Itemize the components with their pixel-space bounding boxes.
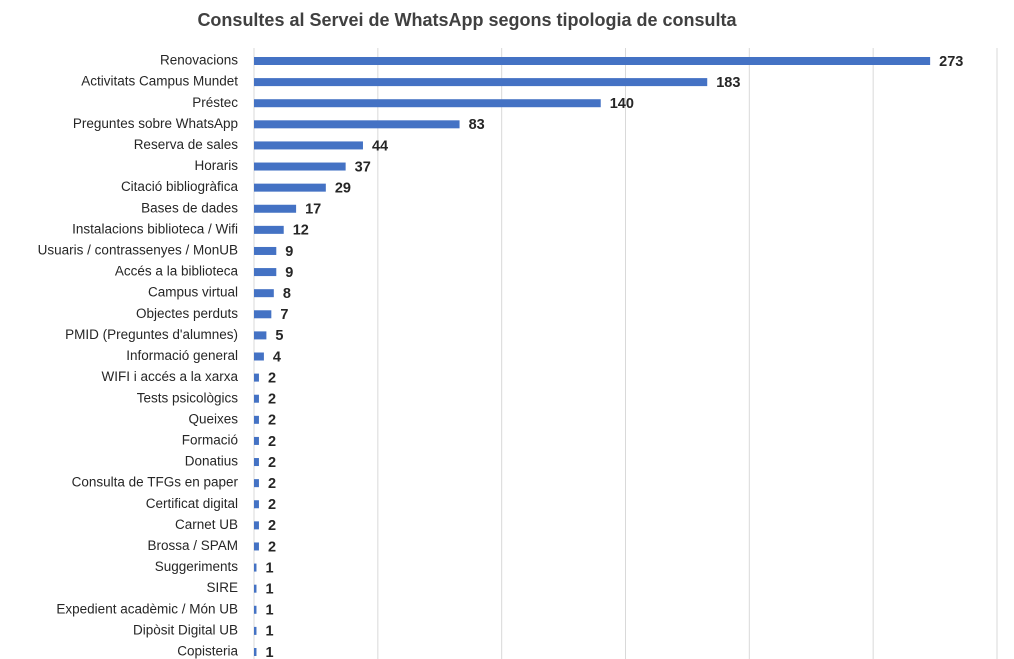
bar	[254, 183, 326, 192]
bar	[254, 78, 708, 87]
value-label: 44	[372, 138, 388, 154]
y-tick-label: Consulta de TFGs en paper	[72, 475, 239, 490]
bar	[254, 584, 257, 593]
y-tick-label: Donatius	[185, 454, 239, 469]
bar	[254, 246, 277, 255]
value-label: 1	[265, 624, 273, 640]
y-tick-label: Campus virtual	[148, 285, 238, 300]
bar	[254, 373, 259, 382]
y-tick-label: Usuaris / contrassenyes / MonUB	[38, 243, 238, 258]
y-tick-label: Suggeriments	[155, 559, 239, 574]
y-tick-label: Certificat digital	[146, 496, 238, 511]
y-tick-label: Objectes perduts	[136, 306, 238, 321]
bar	[254, 289, 274, 298]
y-tick-label: Bases de dades	[141, 200, 238, 215]
bar	[254, 521, 259, 530]
value-label: 2	[268, 539, 276, 555]
value-label: 37	[355, 159, 371, 175]
y-tick-label: Expedient acadèmic / Món UB	[56, 601, 238, 616]
value-label: 2	[268, 497, 276, 513]
y-tick-label: SIRE	[206, 580, 238, 595]
y-tick-label: Copisteria	[177, 644, 238, 659]
bar	[254, 626, 257, 635]
y-tick-label: PMID (Preguntes d'alumnes)	[65, 327, 238, 342]
chart-title: Consultes al Servei de WhatsApp segons t…	[197, 10, 737, 30]
y-tick-label: Citació bibliogràfica	[121, 179, 239, 194]
y-tick-label: Informació general	[126, 348, 238, 363]
value-label: 2	[268, 434, 276, 450]
y-tick-label: Tests psicològics	[137, 390, 239, 405]
bar	[254, 648, 257, 656]
y-tick-label: Dipòsit Digital UB	[133, 622, 238, 637]
bar	[254, 57, 931, 65]
value-label: 2	[268, 413, 276, 429]
value-label: 29	[335, 180, 351, 196]
y-tick-label: Queixes	[188, 411, 238, 426]
value-label: 8	[283, 286, 291, 302]
bar	[254, 204, 297, 213]
bar	[254, 394, 259, 403]
value-label: 2	[268, 392, 276, 408]
value-label: 273	[939, 54, 963, 70]
bar	[254, 436, 259, 445]
value-label: 2	[268, 476, 276, 492]
bar	[254, 605, 257, 614]
bar	[254, 415, 259, 424]
value-label: 4	[273, 349, 281, 365]
value-label: 2	[268, 370, 276, 386]
value-label: 183	[716, 75, 740, 91]
value-label: 2	[268, 455, 276, 471]
y-tick-label: Renovacions	[160, 53, 238, 68]
value-label: 17	[305, 202, 321, 218]
value-label: 1	[265, 645, 273, 659]
bar	[254, 458, 259, 467]
value-label: 1	[265, 582, 273, 598]
bar	[254, 500, 259, 509]
bar	[254, 352, 264, 361]
bar	[254, 331, 267, 340]
y-tick-label: Carnet UB	[175, 517, 238, 532]
bar	[254, 162, 346, 171]
y-tick-label: Activitats Campus Mundet	[81, 74, 238, 89]
y-tick-label: Préstec	[192, 95, 238, 110]
value-label: 12	[293, 223, 309, 239]
value-label: 2	[268, 518, 276, 534]
value-label: 5	[275, 328, 283, 344]
bar	[254, 310, 272, 319]
value-label: 1	[265, 560, 273, 576]
bar	[254, 479, 259, 488]
bar	[254, 99, 601, 108]
y-tick-label: Formació	[182, 432, 238, 447]
bar	[254, 120, 460, 129]
y-tick-label: Brossa / SPAM	[147, 538, 238, 553]
bar	[254, 225, 284, 234]
y-tick-label: Reserva de sales	[134, 137, 239, 152]
bar	[254, 563, 257, 572]
y-tick-label: Instalacions biblioteca / Wifi	[72, 221, 238, 236]
value-label: 9	[285, 244, 293, 260]
bar	[254, 268, 277, 277]
value-label: 9	[285, 265, 293, 281]
y-tick-label: Preguntes sobre WhatsApp	[73, 116, 238, 131]
value-label: 1	[265, 603, 273, 619]
value-label: 83	[469, 117, 485, 133]
bar	[254, 141, 363, 150]
y-tick-label: WIFI i accés a la xarxa	[101, 369, 238, 384]
y-tick-label: Horaris	[194, 158, 238, 173]
y-tick-label: Accés a la biblioteca	[115, 264, 239, 279]
value-label: 140	[610, 96, 634, 112]
value-label: 7	[280, 307, 288, 323]
bar	[254, 542, 259, 551]
